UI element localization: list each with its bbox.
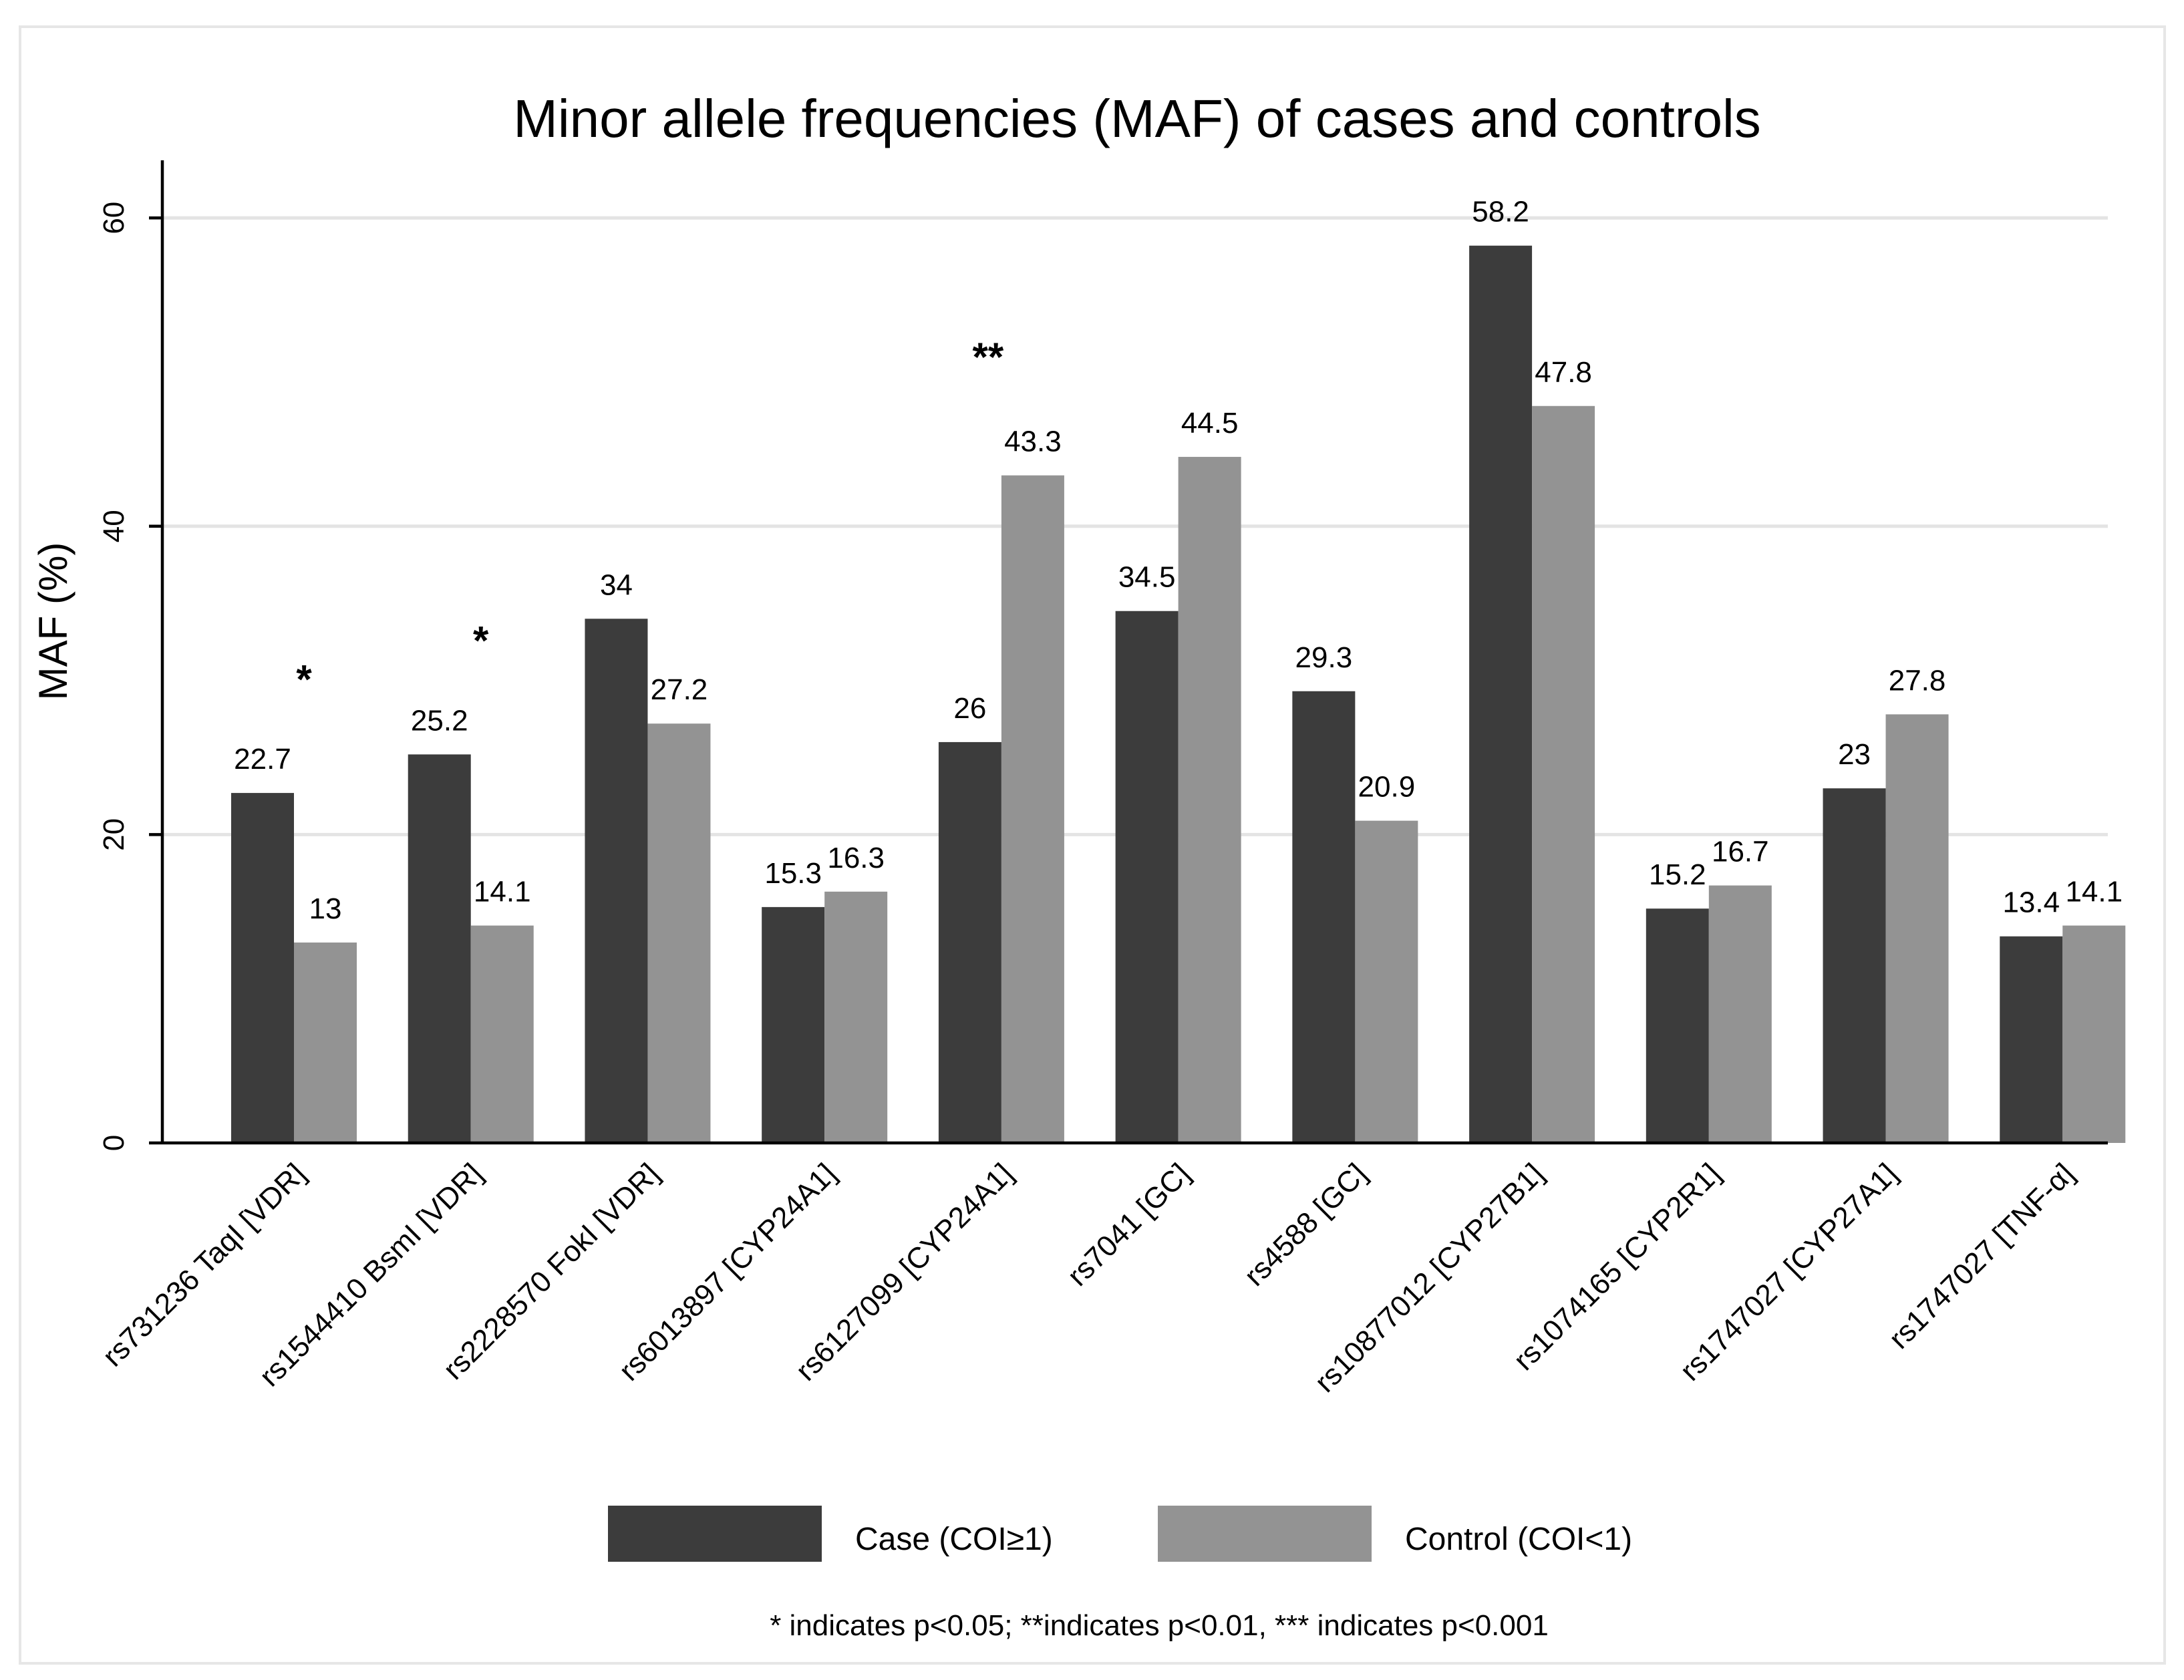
bar-control: [1532, 405, 1595, 1143]
bar-control: [1885, 714, 1949, 1143]
value-label-case: 58.2: [1472, 196, 1529, 228]
value-label-control: 20.9: [1358, 771, 1416, 804]
legend-swatch-case: [608, 1506, 822, 1562]
bars: [231, 245, 2126, 1144]
value-label-case: 25.2: [411, 704, 468, 737]
value-label-case: 34: [600, 568, 633, 601]
bar-case: [1823, 788, 1886, 1143]
bar-case: [231, 793, 294, 1143]
value-label-case: 22.7: [234, 743, 291, 776]
y-tick-label: 40: [98, 510, 130, 542]
value-label-case: 13.4: [2002, 886, 2060, 919]
y-tick-label: 60: [98, 202, 130, 234]
y-tick-label: 0: [98, 1135, 130, 1151]
y-axis-label: MAF (%): [31, 542, 75, 701]
legend-swatch-control: [1158, 1506, 1372, 1562]
y-tick-label: 20: [98, 818, 130, 851]
bar-case: [1469, 245, 1533, 1143]
value-label-control: 13: [309, 892, 342, 925]
bar-case: [2000, 936, 2063, 1143]
value-label-case: 15.2: [1649, 858, 1706, 891]
value-label-control: 44.5: [1181, 407, 1239, 440]
bar-control: [294, 942, 357, 1143]
value-label-control: 27.2: [651, 673, 708, 706]
significance-mark: *: [473, 619, 489, 663]
value-label-control: 47.8: [1535, 356, 1592, 389]
bar-control: [1001, 475, 1064, 1143]
significance-mark: **: [973, 335, 1004, 379]
bar-case: [1292, 691, 1356, 1143]
chart-title: Minor allele frequencies (MAF) of cases …: [513, 89, 1760, 148]
legend: Case (COI≥1) Control (COI<1): [608, 1506, 1632, 1562]
significance-mark: *: [296, 657, 312, 701]
legend-label-control: Control (COI<1): [1405, 1522, 1632, 1557]
significance-footnote: * indicates p<0.05; **indicates p<0.01, …: [770, 1609, 1549, 1642]
chart-frame: [19, 25, 2166, 1665]
bar-control: [1178, 456, 1241, 1144]
value-label-case: 34.5: [1118, 561, 1176, 594]
bar-case: [762, 906, 825, 1143]
value-label-control: 14.1: [474, 876, 531, 908]
value-label-control: 16.3: [827, 842, 885, 874]
bar-control: [470, 925, 534, 1143]
bar-case: [1115, 611, 1179, 1143]
value-label-control: 14.1: [2065, 876, 2123, 908]
bar-control: [1708, 885, 1772, 1143]
bar-control: [824, 891, 888, 1143]
bar-control: [2062, 925, 2126, 1143]
value-label-control: 43.3: [1004, 426, 1062, 458]
y-tick-labels: 0 20 40 60: [98, 202, 162, 1151]
bar-control: [647, 723, 711, 1143]
value-label-case: 26: [953, 692, 986, 725]
axes: [160, 160, 2108, 1145]
value-label-case: 29.3: [1295, 641, 1353, 674]
value-label-case: 15.3: [764, 857, 822, 890]
value-label-control: 27.8: [1889, 664, 1946, 697]
value-labels: 22.7 13 25.2 14.1 34 27.2 15.3 16.3 26 43.3 34.5 44…: [234, 196, 2123, 925]
value-label-case: 23: [1838, 738, 1871, 771]
bar-control: [1355, 820, 1418, 1143]
bar-case: [585, 619, 648, 1143]
bar-case: [1646, 908, 1709, 1143]
value-label-control: 16.7: [1712, 836, 1769, 868]
legend-label-case: Case (COI≥1): [855, 1522, 1053, 1557]
bar-case: [408, 754, 471, 1143]
bar-case: [938, 741, 1001, 1143]
